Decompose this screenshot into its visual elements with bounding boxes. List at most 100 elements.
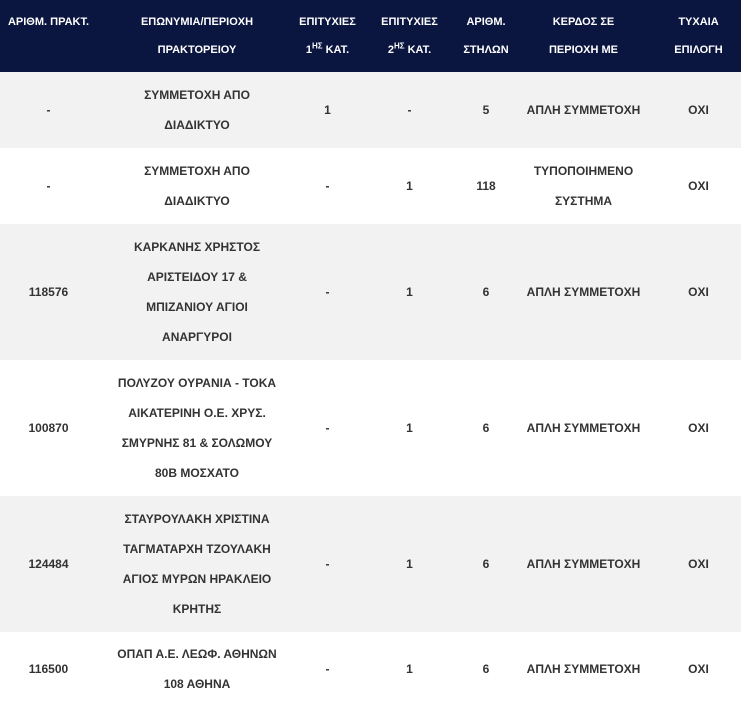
header-first-category-suffix: ΗΣ: [311, 41, 323, 51]
header-random-pick-line1: ΤΥΧΑΙΑ: [678, 16, 719, 28]
header-win-type-line2: ΠΕΡΙΟΧΗ ΜΕ: [548, 44, 619, 56]
win-type-cell: ΤΥΠΟΠΟΙΗΜΕΝΟ ΣΥΣΤΗΜΑ: [511, 148, 656, 224]
random-pick-cell: ΟΧΙ: [688, 662, 709, 676]
agency-name-cell-line: ΔΙΑΔΙΚΤΥΟ: [164, 194, 230, 208]
header-second-category-line1: ΕΠΙΤΥΧΙΕΣ: [381, 16, 438, 28]
header-second-category-suffix: ΗΣ: [393, 41, 405, 51]
win-type-cell-line: ΑΠΛΗ ΣΥΜΜΕΤΟΧΗ: [526, 285, 641, 299]
agency-name-cell-line: ΣΤΑΥΡΟΥΛΑΚΗ ΧΡΙΣΤΙΝΑ: [124, 512, 270, 526]
win-type-cell-line: ΤΥΠΟΠΟΙΗΜΕΝΟ: [533, 164, 634, 178]
header-second-category-line2: 2ΗΣ ΚΑΤ.: [360, 36, 459, 64]
header-first-category-line1: ΕΠΙΤΥΧΙΕΣ: [299, 16, 356, 28]
header-agency-name: ΕΠΩΝΥΜΙΑ/ΠΕΡΙΟΧΗ ΠΡΑΚΤΟΡΕΙΟΥ: [97, 0, 297, 72]
table-row: - ΣΥΜΜΕΤΟΧΗ ΑΠΟ ΔΙΑΔΙΚΤΥΟ 1 - 5 ΑΠΛΗ ΣΥΜΜΕΤΟΧΗ…: [0, 72, 741, 148]
win-type-cell: ΑΠΛΗ ΣΥΜΜΕΤΟΧΗ: [511, 224, 656, 360]
agency-number-cell: -: [46, 103, 51, 117]
header-columns-count: ΑΡΙΘΜ. ΣΤΗΛΩΝ: [461, 0, 511, 72]
columns-count-cell: 6: [482, 421, 490, 435]
agency-number-cell: 124484: [28, 557, 69, 571]
columns-count-cell: 5: [482, 103, 490, 117]
header-random-pick: ΤΥΧΑΙΑ ΕΠΙΛΟΓΗ: [656, 0, 741, 72]
agency-name-cell-line: ΑΝΑΡΓΥΡΟΙ: [162, 330, 232, 344]
columns-count-cell: 6: [482, 285, 490, 299]
header-columns-count-line1: ΑΡΙΘΜ.: [466, 16, 506, 28]
first-category-wins-cell: -: [325, 662, 330, 676]
agency-name-cell-line: ΑΙΚΑΤΕΡΙΝΗ Ο.Ε. ΧΡΥΣ.: [128, 406, 266, 420]
header-first-category-wins: ΕΠΙΤΥΧΙΕΣ 1ΗΣ ΚΑΤ.: [297, 0, 358, 72]
agency-number-cell: 116500: [28, 662, 69, 676]
first-category-wins-cell: -: [325, 557, 330, 571]
header-row: ΑΡΙΘΜ. ΠΡΑΚΤ. ΕΠΩΝΥΜΙΑ/ΠΕΡΙΟΧΗ ΠΡΑΚΤΟΡΕΙ…: [0, 0, 741, 72]
agency-name-cell-line: ΠΟΛΥΖΟΥ ΟΥΡΑΝΙΑ - ΤΟΚΑ: [117, 376, 277, 390]
columns-count-cell: 6: [482, 557, 490, 571]
header-win-type-line1: ΚΕΡΔΟΣ ΣΕ: [552, 16, 615, 28]
columns-count-cell: 6: [482, 662, 490, 676]
agency-name-cell-line: ΟΠΑΠ Α.Ε. ΛΕΩΦ. ΑΘΗΝΩΝ: [117, 647, 277, 661]
win-type-cell: ΑΠΛΗ ΣΥΜΜΕΤΟΧΗ: [511, 360, 656, 496]
random-pick-cell: ΟΧΙ: [688, 557, 709, 571]
win-type-cell-line: ΑΠΛΗ ΣΥΜΜΕΤΟΧΗ: [526, 662, 641, 676]
agency-name-cell-line: 108 ΑΘΗΝΑ: [163, 677, 231, 691]
header-second-category-wins: ΕΠΙΤΥΧΙΕΣ 2ΗΣ ΚΑΤ.: [358, 0, 461, 72]
header-agency-number-label: ΑΡΙΘΜ. ΠΡΑΚΤ.: [7, 16, 90, 28]
agency-name-cell-line: ΜΠΙΖΑΝΙΟΥ ΑΓΙΟΙ: [146, 300, 248, 314]
table-row: 124484 ΣΤΑΥΡΟΥΛΑΚΗ ΧΡΙΣΤΙΝΑ ΤΑΓΜΑΤΑΡΧΗ ΤΖΟ…: [0, 496, 741, 632]
agency-name-cell: ΣΥΜΜΕΤΟΧΗ ΑΠΟ ΔΙΑΔΙΚΤΥΟ: [97, 148, 297, 224]
win-type-cell-line: ΑΠΛΗ ΣΥΜΜΕΤΟΧΗ: [526, 421, 641, 435]
win-type-cell-line: ΣΥΣΤΗΜΑ: [554, 194, 613, 208]
agency-number-cell: 100870: [28, 421, 69, 435]
agency-name-cell: ΟΠΑΠ Α.Ε. ΛΕΩΦ. ΑΘΗΝΩΝ 108 ΑΘΗΝΑ: [97, 632, 297, 706]
second-category-wins-cell: 1: [406, 285, 413, 299]
header-win-type: ΚΕΡΔΟΣ ΣΕ ΠΕΡΙΟΧΗ ΜΕ: [511, 0, 656, 72]
second-category-wins-cell: -: [407, 103, 412, 117]
win-type-cell: ΑΠΛΗ ΣΥΜΜΕΤΟΧΗ: [511, 72, 656, 148]
table-header: ΑΡΙΘΜ. ΠΡΑΚΤ. ΕΠΩΝΥΜΙΑ/ΠΕΡΙΟΧΗ ΠΡΑΚΤΟΡΕΙ…: [0, 0, 741, 72]
agency-name-cell-line: ΔΙΑΔΙΚΤΥΟ: [164, 118, 230, 132]
agency-name-cell-line: ΚΑΡΚΑΝΗΣ ΧΡΗΣΤΟΣ: [133, 240, 261, 254]
table-row: 118576 ΚΑΡΚΑΝΗΣ ΧΡΗΣΤΟΣ ΑΡΙΣΤΕΙΔΟΥ 17 & ΜΠΙ…: [0, 224, 741, 360]
first-category-wins-cell: -: [325, 179, 330, 193]
agency-name-cell: ΚΑΡΚΑΝΗΣ ΧΡΗΣΤΟΣ ΑΡΙΣΤΕΙΔΟΥ 17 & ΜΠΙΖΑΝΙΟΥ…: [97, 224, 297, 360]
win-type-cell-line: ΑΠΛΗ ΣΥΜΜΕΤΟΧΗ: [526, 557, 641, 571]
first-category-wins-cell: 1: [324, 103, 331, 117]
header-first-category-cat: ΚΑΤ.: [322, 44, 350, 56]
agency-name-cell: ΣΤΑΥΡΟΥΛΑΚΗ ΧΡΙΣΤΙΝΑ ΤΑΓΜΑΤΑΡΧΗ ΤΖΟΥΛΑΚΗ Α…: [97, 496, 297, 632]
win-type-cell: ΑΠΛΗ ΣΥΜΜΕΤΟΧΗ: [511, 496, 656, 632]
columns-count-cell: 118: [476, 179, 496, 193]
header-first-category-number: 1: [305, 44, 312, 56]
random-pick-cell: ΟΧΙ: [688, 103, 709, 117]
header-random-pick-line2: ΕΠΙΛΟΓΗ: [674, 44, 723, 56]
header-second-category-number: 2: [387, 44, 394, 56]
first-category-wins-cell: -: [325, 285, 330, 299]
header-agency-name-line1: ΕΠΩΝΥΜΙΑ/ΠΕΡΙΟΧΗ: [140, 16, 254, 28]
second-category-wins-cell: 1: [406, 179, 413, 193]
agency-name-cell-line: ΚΡΗΤΗΣ: [172, 602, 222, 616]
agency-name-cell-line: ΑΡΙΣΤΕΙΔΟΥ 17 &: [147, 270, 247, 284]
agency-name-cell-line: ΤΑΓΜΑΤΑΡΧΗ ΤΖΟΥΛΑΚΗ: [123, 542, 271, 556]
random-pick-cell: ΟΧΙ: [688, 179, 709, 193]
header-agency-name-line2: ΠΡΑΚΤΟΡΕΙΟΥ: [157, 44, 237, 56]
header-agency-number: ΑΡΙΘΜ. ΠΡΑΚΤ.: [0, 0, 97, 72]
agency-name-cell-line: ΑΓΙΟΣ ΜΥΡΩΝ ΗΡΑΚΛΕΙΟ: [122, 572, 272, 586]
agency-number-cell: 118576: [28, 285, 69, 299]
agency-name-cell-line: ΣΥΜΜΕΤΟΧΗ ΑΠΟ: [144, 164, 250, 178]
table-row: - ΣΥΜΜΕΤΟΧΗ ΑΠΟ ΔΙΑΔΙΚΤΥΟ - 1 118 ΤΥΠΟΠΟΙΗΜΕΝΟ…: [0, 148, 741, 224]
header-columns-count-line2: ΣΤΗΛΩΝ: [463, 44, 509, 56]
agency-name-cell: ΣΥΜΜΕΤΟΧΗ ΑΠΟ ΔΙΑΔΙΚΤΥΟ: [97, 72, 297, 148]
header-first-category-line2: 1ΗΣ ΚΑΤ.: [299, 36, 356, 64]
random-pick-cell: ΟΧΙ: [688, 421, 709, 435]
table-row: 116500 ΟΠΑΠ Α.Ε. ΛΕΩΦ. ΑΘΗΝΩΝ 108 ΑΘΗΝΑ - 1 6…: [0, 632, 741, 706]
agency-name-cell-line: 80Β ΜΟΣΧΑΤΟ: [155, 466, 239, 480]
random-pick-cell: ΟΧΙ: [688, 285, 709, 299]
agency-number-cell: -: [46, 179, 51, 193]
second-category-wins-cell: 1: [406, 662, 413, 676]
second-category-wins-cell: 1: [406, 421, 413, 435]
agency-name-cell: ΠΟΛΥΖΟΥ ΟΥΡΑΝΙΑ - ΤΟΚΑ ΑΙΚΑΤΕΡΙΝΗ Ο.Ε. ΧΡ…: [97, 360, 297, 496]
header-second-category-cat: ΚΑΤ.: [404, 44, 432, 56]
win-type-cell-line: ΑΠΛΗ ΣΥΜΜΕΤΟΧΗ: [526, 103, 641, 117]
agency-name-cell-line: ΣΥΜΜΕΤΟΧΗ ΑΠΟ: [144, 88, 250, 102]
table-body: - ΣΥΜΜΕΤΟΧΗ ΑΠΟ ΔΙΑΔΙΚΤΥΟ 1 - 5 ΑΠΛΗ ΣΥΜΜΕΤΟΧΗ…: [0, 72, 741, 706]
second-category-wins-cell: 1: [406, 557, 413, 571]
table-row: 100870 ΠΟΛΥΖΟΥ ΟΥΡΑΝΙΑ - ΤΟΚΑ ΑΙΚΑΤΕΡΙΝΗ Ο…: [0, 360, 741, 496]
